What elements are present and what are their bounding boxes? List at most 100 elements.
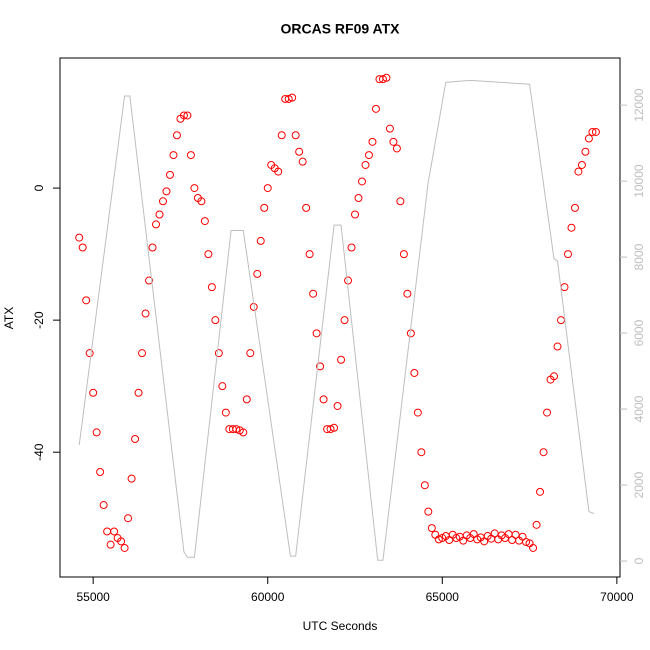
point xyxy=(326,425,335,434)
point xyxy=(145,276,154,285)
point xyxy=(242,395,251,404)
point xyxy=(211,316,220,325)
x-tick-label: 70000 xyxy=(600,590,634,604)
point xyxy=(284,94,293,103)
plot-frame xyxy=(59,57,621,578)
point xyxy=(378,75,387,84)
point xyxy=(584,134,593,143)
point xyxy=(490,529,499,538)
point xyxy=(330,423,339,432)
point xyxy=(340,316,349,325)
point xyxy=(434,535,443,544)
point xyxy=(354,193,363,202)
point xyxy=(165,170,174,179)
point xyxy=(99,501,108,510)
point xyxy=(410,368,419,377)
point xyxy=(152,220,161,229)
point xyxy=(413,408,422,417)
point xyxy=(560,283,569,292)
point xyxy=(127,474,136,483)
x-tick-label: 55000 xyxy=(76,590,110,604)
point xyxy=(371,104,380,113)
point xyxy=(158,197,167,206)
point xyxy=(277,131,286,140)
point xyxy=(427,524,436,533)
point xyxy=(190,184,199,193)
x-tick-label: 65000 xyxy=(426,590,460,604)
point xyxy=(309,289,318,298)
point xyxy=(577,160,586,169)
y2-tick-label: 10000 xyxy=(632,164,646,198)
point xyxy=(403,289,412,298)
point xyxy=(103,527,112,536)
point xyxy=(162,187,171,196)
altitude-line xyxy=(78,79,595,561)
point xyxy=(361,160,370,169)
point xyxy=(302,203,311,212)
point xyxy=(274,167,283,176)
point xyxy=(183,111,192,120)
point xyxy=(382,73,391,82)
point xyxy=(78,243,87,252)
point xyxy=(207,283,216,292)
point xyxy=(364,151,373,160)
point xyxy=(396,197,405,206)
point xyxy=(232,425,241,434)
point xyxy=(312,329,321,338)
point xyxy=(581,147,590,156)
point xyxy=(291,131,300,140)
point xyxy=(85,349,94,358)
y2-tick-label: 12000 xyxy=(632,88,646,122)
point xyxy=(550,372,559,381)
point xyxy=(532,520,541,529)
point xyxy=(124,514,133,523)
point xyxy=(591,127,600,136)
point xyxy=(389,137,398,146)
x-tick-label: 60000 xyxy=(251,590,285,604)
point xyxy=(588,127,597,136)
point xyxy=(529,543,538,552)
point xyxy=(120,543,129,552)
point xyxy=(218,382,227,391)
y-tick-label: 0 xyxy=(32,184,46,191)
x-axis-label: UTC Seconds xyxy=(303,619,378,633)
point xyxy=(186,151,195,160)
point xyxy=(344,276,353,285)
point xyxy=(110,527,119,536)
y-tick-label: -20 xyxy=(32,311,46,329)
point xyxy=(399,250,408,259)
point xyxy=(424,507,433,516)
point xyxy=(179,111,188,120)
point xyxy=(305,250,314,259)
point xyxy=(155,210,164,219)
point xyxy=(253,269,262,278)
point xyxy=(134,388,143,397)
point xyxy=(417,448,426,457)
point xyxy=(553,342,562,351)
y-axis-label: ATX xyxy=(2,307,16,329)
point xyxy=(172,131,181,140)
point xyxy=(263,184,272,193)
point xyxy=(239,428,248,437)
point xyxy=(556,316,565,325)
y-tick-label: -40 xyxy=(32,443,46,461)
point xyxy=(574,167,583,176)
point xyxy=(567,223,576,232)
point xyxy=(288,93,297,102)
y2-tick-label: 4000 xyxy=(632,395,646,422)
point xyxy=(337,355,346,364)
point xyxy=(511,530,520,539)
y2-tick-label: 8000 xyxy=(632,243,646,270)
point xyxy=(392,144,401,153)
point xyxy=(197,197,206,206)
point xyxy=(316,362,325,371)
point xyxy=(204,250,213,259)
point xyxy=(319,395,328,404)
point xyxy=(246,349,255,358)
point xyxy=(75,233,84,242)
point xyxy=(131,434,140,443)
y2-tick-label: 0 xyxy=(632,557,646,564)
point xyxy=(522,538,531,547)
point xyxy=(256,236,265,245)
